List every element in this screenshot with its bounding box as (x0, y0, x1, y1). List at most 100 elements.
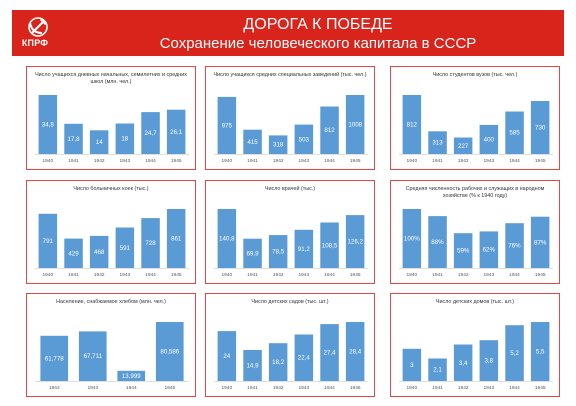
chart-title: Число больничных коек (тыс.) (73, 186, 149, 192)
data-label: 17,8 (67, 136, 80, 143)
chart-title: Число учащихся средних специальных завед… (213, 72, 367, 78)
bar (243, 238, 262, 268)
x-tick-label: 1945 (350, 272, 361, 278)
bar (294, 229, 314, 268)
x-tick-label: 1944 (509, 385, 520, 391)
bar (505, 223, 524, 268)
x-tick-label: 1942 (273, 272, 284, 278)
data-label: 5,2 (510, 350, 519, 357)
bar (479, 124, 499, 154)
bar (141, 112, 160, 154)
bar (268, 135, 288, 154)
data-label: 415 (247, 139, 258, 146)
bar (402, 348, 422, 381)
data-label: 59% (457, 248, 470, 255)
chart-panel: Число врачей (тыс.) 140,8 1940 69,9 1941 78,5… (205, 180, 375, 284)
bar (64, 123, 83, 154)
bar (243, 129, 262, 154)
x-tick-label: 1944 (145, 272, 156, 278)
data-label: 3 (410, 362, 414, 369)
data-label: 468 (94, 249, 105, 256)
x-tick-label: 1940 (221, 272, 232, 278)
x-tick-label: 1945 (535, 272, 546, 278)
x-tick-label: 1941 (432, 385, 443, 391)
bar (155, 322, 184, 381)
chart-title: Число детских садов (тыс. шт.) (251, 299, 329, 305)
bar (115, 123, 135, 154)
bar (320, 324, 339, 381)
bar (530, 322, 550, 381)
data-label: 13,999 (122, 373, 141, 380)
data-label: 1008 (348, 122, 362, 129)
x-tick-label: 1944 (126, 385, 137, 391)
data-label: 861 (171, 236, 182, 243)
data-label: 61,778 (45, 355, 64, 362)
x-tick-label: 1942 (458, 385, 469, 391)
x-tick-label: 1945 (535, 385, 546, 391)
data-label: 3,8 (484, 358, 493, 365)
data-label: 28,4 (349, 349, 362, 356)
data-label: 24,7 (144, 130, 157, 137)
data-label: 313 (432, 140, 443, 147)
data-label: 62% (483, 247, 496, 254)
bar (505, 325, 524, 381)
x-tick-label: 1941 (247, 385, 258, 391)
data-label: 78,5 (272, 249, 285, 256)
bar (453, 233, 473, 268)
chart-title: Население, снабжаемое хлебом (млн. чел.) (56, 299, 166, 305)
data-label: 227 (458, 143, 469, 150)
x-tick-label: 1942 (458, 158, 469, 164)
bar-chart: 140,8 1940 69,9 1941 78,5 1942 91,2 1943 108,5 19… (214, 209, 368, 278)
x-tick-label: 1940 (406, 385, 417, 391)
x-tick-label: 1943 (119, 272, 130, 278)
data-label: 18,2 (272, 359, 285, 366)
bar (217, 331, 237, 381)
chart-title: Число учащихся дневных начальных, семиле… (35, 72, 187, 85)
x-tick-label: 1942 (49, 385, 60, 391)
data-label: 2,1 (433, 367, 442, 374)
data-label: 791 (43, 238, 54, 245)
chart-title: Средняя численность рабочих и служащих в… (405, 186, 545, 199)
data-label: 100% (404, 236, 420, 243)
bar (294, 124, 314, 154)
x-tick-label: 1940 (42, 158, 53, 164)
data-label: 88% (431, 239, 444, 246)
bar (38, 213, 58, 268)
bar (89, 235, 109, 268)
x-tick-label: 1942 (94, 158, 105, 164)
bar-chart: 100% 1940 88% 1941 59% 1942 62% 1943 76% 1944 87% 1… (399, 209, 553, 278)
data-label: 730 (535, 125, 546, 132)
bar-chart: 975 1940 415 1941 318 1942 503 1943 812 1944 1008 1… (214, 95, 368, 164)
data-label: 87% (534, 239, 547, 246)
x-tick-label: 1944 (324, 385, 335, 391)
x-tick-label: 1944 (324, 158, 335, 164)
bar (453, 137, 473, 154)
x-tick-label: 1940 (42, 272, 53, 278)
data-label: 80,586 (160, 349, 179, 356)
data-label: 429 (68, 250, 79, 257)
bar (345, 322, 365, 381)
data-label: 18 (121, 136, 128, 143)
data-label: 728 (145, 240, 156, 247)
chart-panel: Число детских домов (тыс. шт.) 3 1940 2,1 19… (390, 293, 560, 397)
bar (166, 109, 186, 154)
bar (505, 111, 524, 154)
bar (320, 106, 339, 154)
party-logo-text: КПРФ (21, 38, 49, 48)
data-label: 24 (223, 353, 230, 360)
data-label: 585 (509, 130, 520, 137)
data-label: 14,9 (246, 363, 259, 370)
page-subtitle: Сохранение человеческого капитала в СССР (159, 35, 477, 52)
bar (402, 209, 422, 268)
data-label: 27,4 (323, 350, 336, 357)
x-tick-label: 1945 (535, 158, 546, 164)
bar-chart: 24 1940 14,9 1941 18,2 1942 22,4 1943 27,4 1944 28… (214, 322, 368, 391)
bar (243, 350, 262, 381)
data-label: 812 (407, 122, 418, 129)
data-label: 76% (508, 243, 521, 250)
bar (345, 95, 365, 154)
bar-chart: 34,8 1940 17,8 1941 14 1942 18 1943 24,7 1944 26,1… (35, 95, 189, 164)
x-tick-label: 1943 (483, 385, 494, 391)
bar (402, 95, 422, 154)
x-tick-label: 1940 (221, 385, 232, 391)
